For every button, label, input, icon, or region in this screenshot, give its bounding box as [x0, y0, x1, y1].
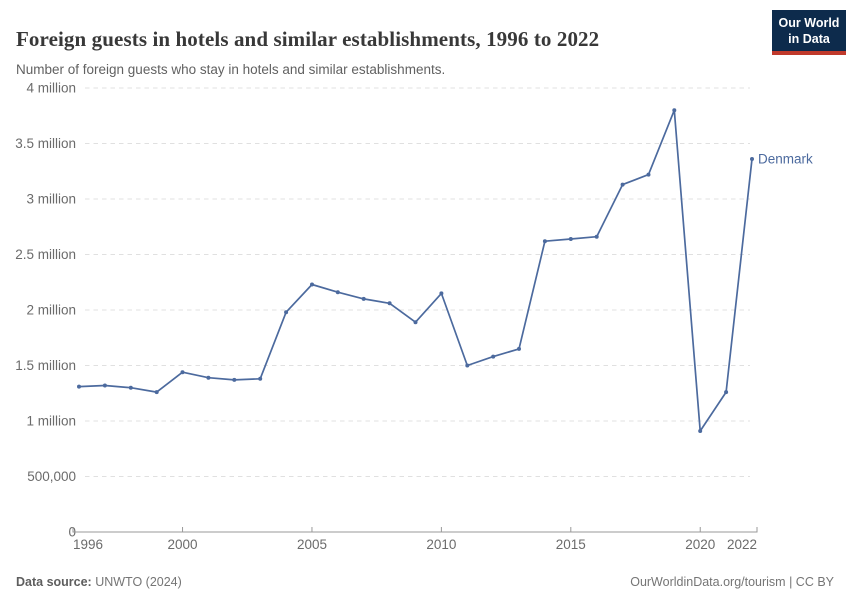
page-title: Foreign guests in hotels and similar est… [16, 27, 600, 52]
owid-logo-line2: in Data [788, 32, 830, 46]
license-link[interactable]: OurWorldinData.org/tourism | CC BY [630, 575, 834, 589]
svg-text:1996: 1996 [73, 537, 103, 552]
x-axis [72, 527, 758, 533]
svg-text:2022: 2022 [727, 537, 757, 552]
svg-text:0: 0 [68, 525, 76, 540]
svg-text:500,000: 500,000 [27, 469, 76, 484]
data-points [77, 108, 754, 433]
svg-text:2000: 2000 [168, 537, 198, 552]
svg-text:2.5 million: 2.5 million [15, 247, 76, 262]
svg-text:1.5 million: 1.5 million [15, 358, 76, 373]
svg-text:2020: 2020 [685, 537, 715, 552]
svg-text:1 million: 1 million [26, 414, 76, 429]
svg-text:2010: 2010 [426, 537, 456, 552]
svg-text:4 million: 4 million [26, 81, 76, 96]
svg-text:3 million: 3 million [26, 192, 76, 207]
data-source-label: Data source: [16, 575, 92, 589]
series-end-label: Denmark [758, 152, 813, 167]
svg-text:2 million: 2 million [26, 303, 76, 318]
data-source-note: Data source: UNWTO (2024) [16, 575, 182, 589]
chart-subtitle: Number of foreign guests who stay in hot… [16, 61, 446, 77]
svg-text:3.5 million: 3.5 million [15, 136, 76, 151]
y-axis-labels: 0 500,000 1 million 1.5 million 2 million 2.5… [15, 81, 76, 540]
data-line [78, 109, 753, 432]
svg-text:2015: 2015 [556, 537, 586, 552]
owid-logo-line1: Our World [778, 16, 840, 30]
data-source-value: UNWTO (2024) [91, 575, 182, 589]
owid-logo[interactable]: Our World in Data [772, 10, 846, 55]
y-gridlines [85, 87, 750, 477]
x-axis-labels: 1996 2000 2005 2010 2015 2020 2022 [73, 537, 757, 552]
svg-text:2005: 2005 [297, 537, 327, 552]
